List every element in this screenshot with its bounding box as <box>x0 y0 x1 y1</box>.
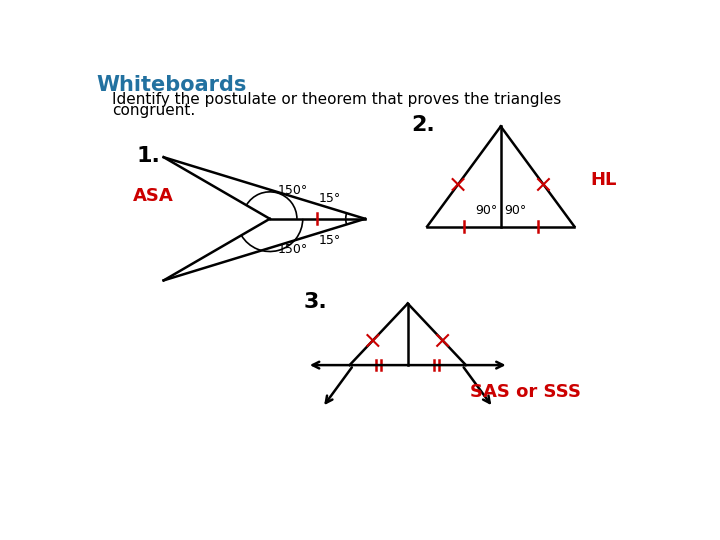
Text: 15°: 15° <box>319 192 341 205</box>
Text: 2.: 2. <box>412 115 436 135</box>
Text: 15°: 15° <box>319 234 341 247</box>
Text: HL: HL <box>590 171 616 190</box>
Text: 90°: 90° <box>504 204 526 217</box>
Text: 90°: 90° <box>475 204 498 217</box>
Text: 150°: 150° <box>277 244 308 256</box>
Text: 150°: 150° <box>277 184 308 197</box>
Text: Whiteboards: Whiteboards <box>96 75 246 95</box>
Text: 1.: 1. <box>137 146 161 166</box>
Text: Identify the postulate or theorem that proves the triangles: Identify the postulate or theorem that p… <box>112 92 561 107</box>
Text: SAS or SSS: SAS or SSS <box>469 383 581 401</box>
Text: 3.: 3. <box>303 292 327 312</box>
Text: congruent.: congruent. <box>112 103 195 118</box>
Text: ASA: ASA <box>132 187 174 205</box>
